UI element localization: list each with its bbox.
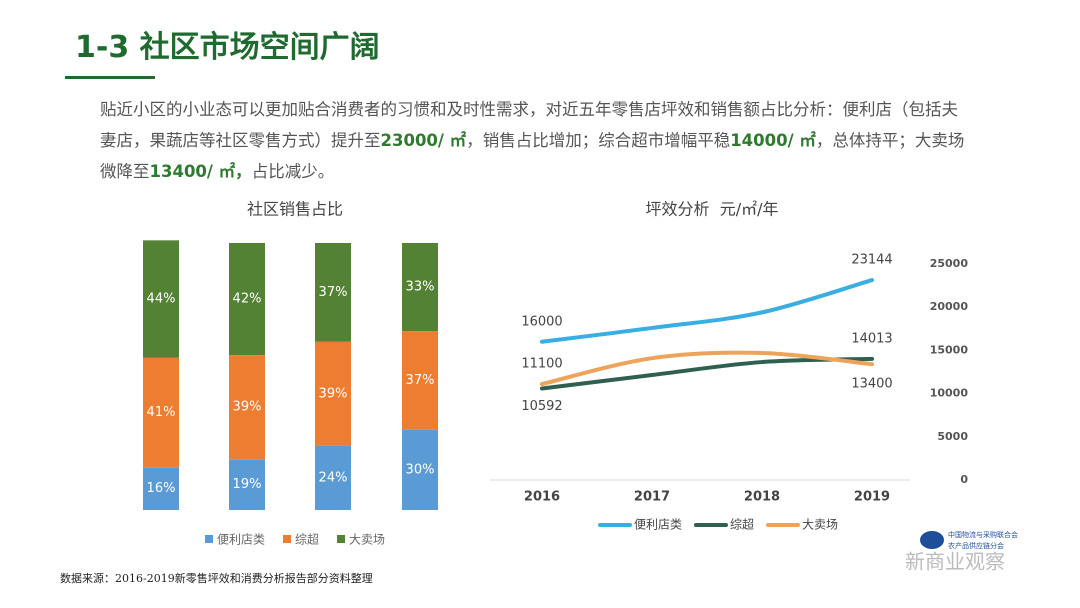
data-label: 39% — [319, 386, 348, 401]
bar-segment — [402, 243, 438, 332]
y-tick-label: 20000 — [930, 300, 969, 313]
data-label: 10592 — [521, 399, 562, 414]
legend-swatch — [337, 535, 346, 543]
x-tick-label: 2018 — [744, 490, 780, 505]
bar-segment — [143, 467, 179, 510]
paragraph: 贴近小区的小业态可以更加贴合消费者的习惯和及时性需求，对近五年零售店坪效和销售额… — [100, 94, 970, 187]
bar-segment — [402, 429, 438, 510]
data-label: 33% — [406, 280, 435, 295]
chart-title: 社区销售占比 — [247, 200, 343, 219]
bar-segment — [315, 341, 351, 446]
data-label: 37% — [319, 285, 348, 300]
legend-label: 综超 — [295, 532, 319, 547]
data-label: 13400 — [851, 377, 892, 392]
legend-swatch — [205, 535, 213, 543]
emphasis: 14000/ ㎡ — [730, 131, 816, 150]
data-label: 42% — [233, 292, 262, 307]
bar-segment — [143, 240, 179, 358]
logo-text: 农产品供应链分会 — [948, 541, 1004, 550]
logo-mark — [920, 531, 944, 549]
chart-title: 坪效分析 元/㎡/年 — [646, 200, 779, 219]
text-run: ，总体持平；大卖场微降至 — [100, 131, 965, 181]
title-rule — [65, 76, 155, 79]
data-label: 37% — [406, 373, 435, 388]
legend-label: 便利店类 — [217, 533, 265, 547]
y-tick-label: 15000 — [930, 343, 969, 356]
y-tick-label: 0 — [960, 473, 968, 486]
data-label: 23144 — [851, 253, 892, 268]
emphasis: 13400/ ㎡， — [149, 162, 252, 181]
data-label: 41% — [147, 405, 176, 420]
source-note: 数据来源：2016-2019新零售坪效和消费分析报告部分资料整理 — [60, 572, 373, 585]
x-tick-label: 2019 — [854, 490, 890, 505]
line-series — [540, 278, 874, 344]
text-run: ，销售占比增加；综合超市增幅平稳 — [466, 131, 731, 150]
x-tick-label: 2017 — [634, 490, 670, 505]
data-label: 11100 — [521, 357, 562, 372]
text-run: 贴近小区的小业态可以更加贴合消费者的习惯和及时性需求，对近五年零售店坪效和销售额… — [100, 100, 958, 150]
x-tick-label: 2016 — [524, 490, 560, 505]
text-run: 占比减少。 — [251, 162, 335, 181]
legend-swatch — [283, 535, 292, 543]
slide-title: 1-3 社区市场空间广阔 — [75, 30, 380, 65]
y-tick-label: 5000 — [937, 430, 968, 443]
data-label: 14013 — [851, 331, 892, 346]
data-label: 24% — [319, 470, 348, 485]
legend-label: 便利店类 — [634, 518, 682, 532]
bar-segment — [229, 459, 265, 510]
logo-text: 中国物流与采购联合会 — [948, 530, 1018, 539]
bar-segment — [402, 331, 438, 430]
data-label: 44% — [147, 292, 176, 307]
data-label: 16% — [147, 481, 176, 496]
legend-label: 综超 — [730, 517, 754, 532]
legend-label: 大卖场 — [349, 533, 385, 547]
bar-segment — [229, 355, 265, 460]
data-label: 19% — [233, 477, 262, 492]
data-label: 39% — [233, 400, 262, 415]
bar-segment — [315, 243, 351, 342]
bar-segment — [229, 243, 265, 356]
watermark: 新商业观察 — [905, 550, 1005, 574]
bar-segment — [315, 445, 351, 510]
line-series — [540, 356, 874, 391]
emphasis: 23000/ ㎡ — [380, 131, 467, 150]
y-tick-label: 25000 — [930, 257, 969, 270]
bar-segment — [143, 357, 179, 468]
line-series — [540, 350, 874, 387]
legend-label: 大卖场 — [802, 518, 838, 532]
data-label: 16000 — [521, 314, 562, 329]
y-tick-label: 10000 — [930, 387, 969, 400]
data-label: 30% — [406, 462, 435, 477]
